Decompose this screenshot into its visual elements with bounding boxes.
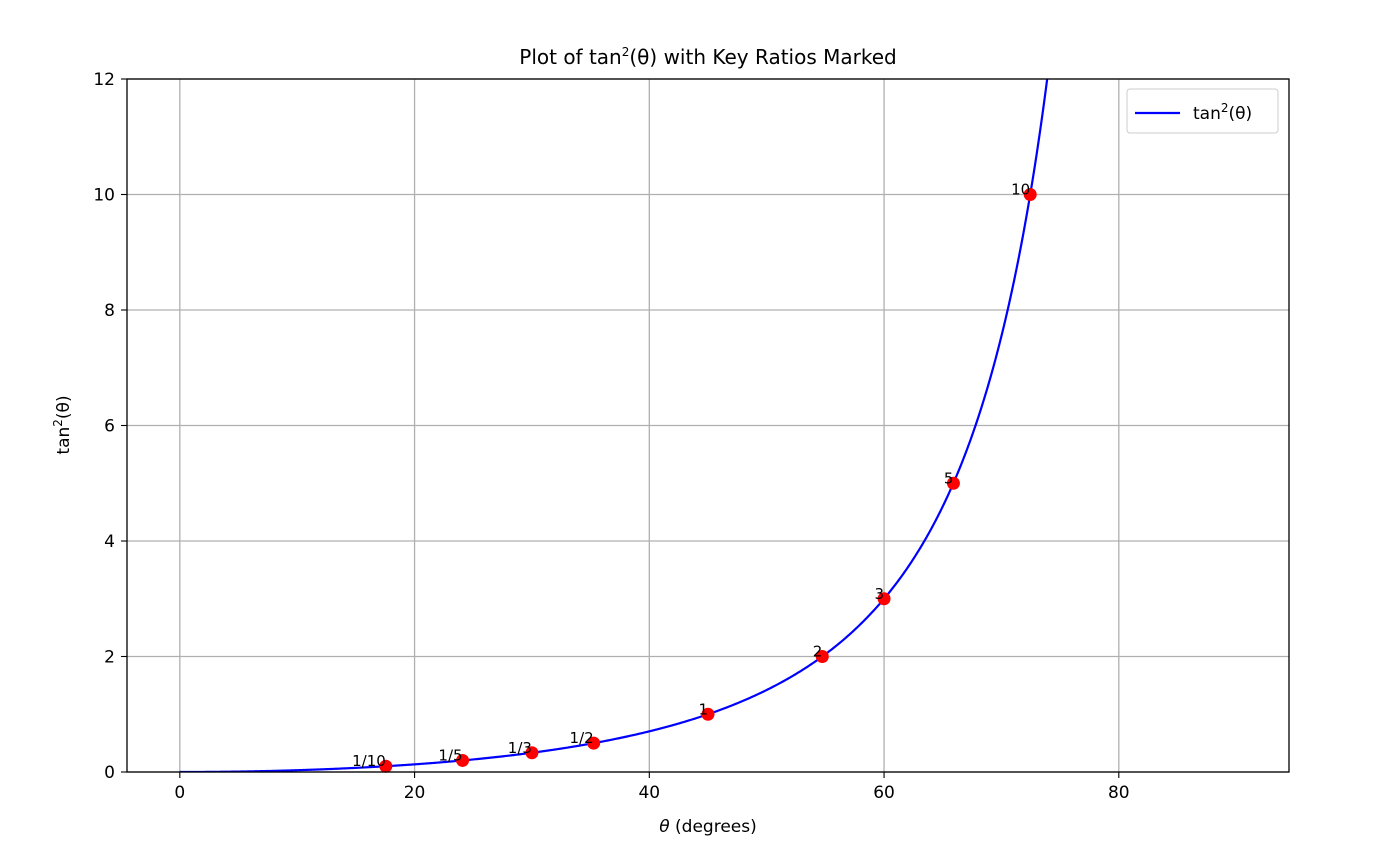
y-ticks: 0 2 4 6 8 10 12 — [93, 70, 127, 783]
x-ticks: 0 20 40 60 80 — [174, 772, 1130, 803]
x-tick-label: 60 — [873, 783, 895, 803]
point-label: 1/3 — [508, 739, 532, 757]
point-label: 1/2 — [570, 729, 594, 747]
marked-point — [456, 753, 470, 767]
legend-label: tan2(θ) — [1193, 101, 1252, 124]
y-tick-label: 0 — [104, 763, 115, 783]
y-tick-label: 12 — [93, 70, 115, 90]
x-tick-label: 0 — [174, 783, 185, 803]
x-tick-label: 80 — [1108, 783, 1130, 803]
y-tick-label: 2 — [104, 648, 115, 668]
x-tick-label: 20 — [404, 783, 426, 803]
series-line — [179, 79, 1049, 772]
legend: tan2(θ) — [1126, 88, 1279, 134]
y-tick-label: 6 — [104, 417, 115, 437]
point-label: 2 — [813, 643, 823, 661]
point-label: 10 — [1011, 181, 1030, 199]
marked-point — [815, 650, 829, 663]
point-label: 5 — [944, 469, 954, 487]
y-axis-label: tan2(θ) — [51, 395, 74, 454]
point-label: 3 — [875, 585, 885, 603]
y-tick-label: 10 — [93, 186, 115, 206]
marked-point — [1023, 188, 1037, 201]
chart-title: Plot of tan2(θ) with Key Ratios Marked — [519, 45, 896, 69]
point-label: 1/10 — [352, 752, 386, 770]
marked-points: 1/10 1/5 1/3 1/2 1 2 3 5 10 — [352, 181, 1037, 773]
marked-point — [379, 759, 393, 773]
y-tick-label: 8 — [104, 301, 115, 321]
point-label: 1 — [698, 700, 708, 718]
x-axis-label: θ (degrees) — [659, 817, 757, 837]
x-tick-label: 40 — [638, 783, 660, 803]
marked-point — [946, 476, 960, 490]
grid — [127, 78, 1289, 773]
marked-point — [701, 707, 715, 721]
y-tick-label: 4 — [104, 532, 115, 552]
marked-point — [587, 736, 601, 750]
marked-point — [877, 592, 891, 606]
marked-point — [525, 746, 539, 760]
point-label: 1/5 — [438, 746, 462, 764]
legend-box — [1126, 88, 1279, 134]
